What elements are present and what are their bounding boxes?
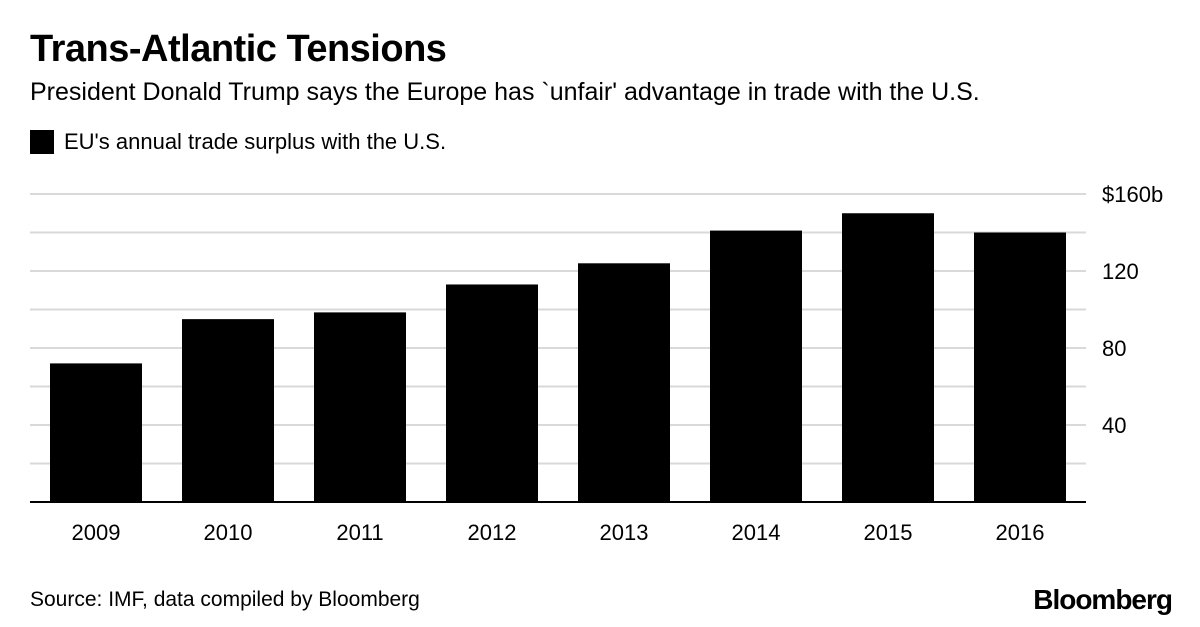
y-tick-label: $160b — [1102, 182, 1163, 207]
bar-2009 — [50, 363, 142, 502]
bar-2015 — [842, 213, 934, 502]
y-tick-label: 40 — [1102, 413, 1126, 438]
bar-2012 — [446, 284, 538, 502]
bloomberg-logo: Bloomberg — [1033, 584, 1173, 615]
bar-2013 — [578, 263, 670, 502]
x-tick-label: 2009 — [72, 520, 121, 545]
x-tick-label: 2010 — [204, 520, 253, 545]
bar-2014 — [710, 230, 802, 502]
chart-title: Trans-Atlantic Tensions — [30, 28, 447, 70]
x-tick-label: 2013 — [600, 520, 649, 545]
x-tick-label: 2012 — [468, 520, 517, 545]
bar-2010 — [182, 319, 274, 502]
legend-label: EU's annual trade surplus with the U.S. — [64, 129, 447, 154]
x-tick-label: 2015 — [864, 520, 913, 545]
x-tick-label: 2016 — [996, 520, 1045, 545]
legend: EU's annual trade surplus with the U.S. — [30, 128, 446, 156]
y-tick-label: 80 — [1102, 336, 1126, 361]
legend-swatch — [30, 130, 54, 154]
y-tick-label: 120 — [1102, 259, 1139, 284]
chart-subtitle: President Donald Trump says the Europe h… — [30, 78, 980, 106]
source-note: Source: IMF, data compiled by Bloomberg — [30, 588, 420, 611]
x-tick-label: 2011 — [336, 520, 383, 545]
x-tick-label: 2014 — [732, 520, 781, 545]
bar-2016 — [974, 232, 1066, 502]
bar-2011 — [314, 312, 406, 502]
